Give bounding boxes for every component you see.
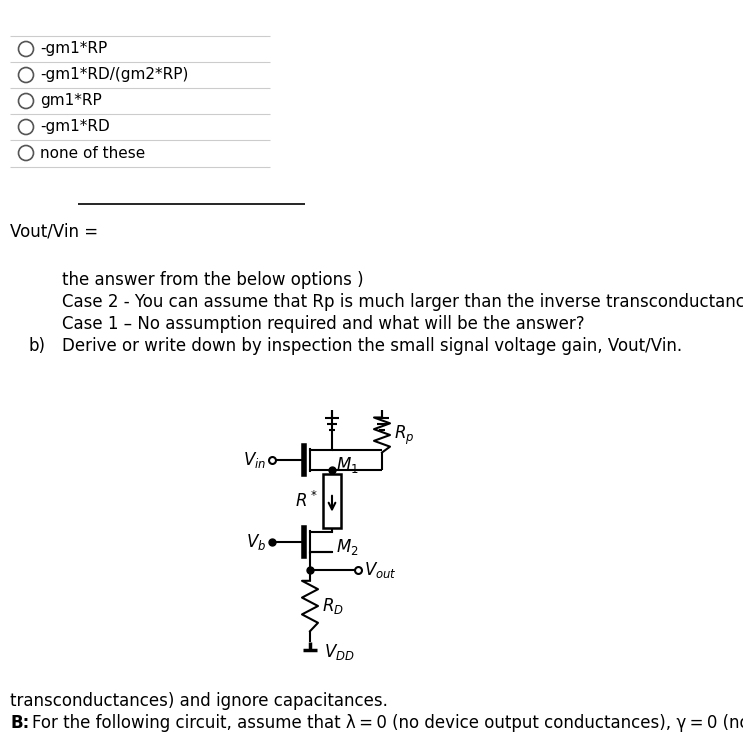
Text: Vout/Vin =: Vout/Vin =	[10, 222, 103, 240]
Text: B:: B:	[10, 714, 29, 732]
Text: $R_D$: $R_D$	[322, 596, 344, 616]
Text: Case 1 – No assumption required and what will be the answer?: Case 1 – No assumption required and what…	[62, 315, 585, 333]
Text: -gm1*RD/(gm2*RP): -gm1*RD/(gm2*RP)	[40, 67, 189, 83]
Text: $M_1$: $M_1$	[336, 455, 359, 475]
Text: -gm1*RP: -gm1*RP	[40, 42, 107, 56]
Text: gm1*RP: gm1*RP	[40, 94, 102, 108]
Text: none of these: none of these	[40, 146, 145, 160]
Text: Derive or write down by inspection the small signal voltage gain, Vout/Vin.: Derive or write down by inspection the s…	[62, 337, 682, 355]
Text: $R_p$: $R_p$	[394, 423, 415, 447]
Text: the answer from the below options ): the answer from the below options )	[62, 271, 363, 289]
Text: $M_2$: $M_2$	[336, 537, 359, 557]
Text: b): b)	[28, 337, 45, 355]
Bar	[323, 474, 341, 528]
Text: Case 2 - You can assume that Rp is much larger than the inverse transconductance: Case 2 - You can assume that Rp is much …	[62, 293, 743, 311]
Text: $V_b$: $V_b$	[246, 532, 266, 552]
Text: $R^*$: $R^*$	[296, 491, 318, 511]
Text: $V_{out}$: $V_{out}$	[364, 560, 397, 580]
Text: $V_{DD}$: $V_{DD}$	[324, 642, 354, 662]
Text: -gm1*RD: -gm1*RD	[40, 119, 110, 135]
Text: $V_{in}$: $V_{in}$	[243, 450, 266, 470]
Text: transconductances) and ignore capacitances.: transconductances) and ignore capacitanc…	[10, 692, 388, 710]
Text: For the following circuit, assume that λ = 0 (no device output conductances), γ : For the following circuit, assume that λ…	[32, 714, 743, 732]
